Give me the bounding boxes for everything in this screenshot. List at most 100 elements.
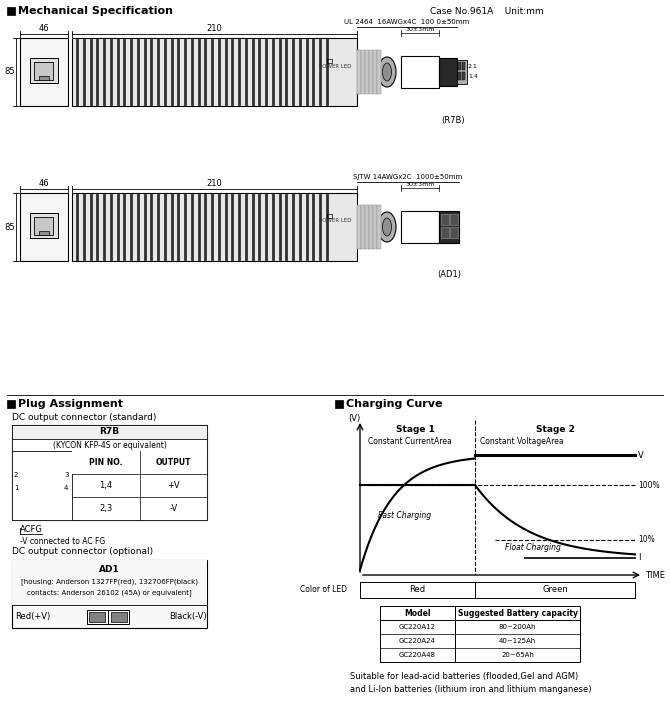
Text: 46: 46 (39, 179, 50, 188)
Bar (373, 50, 377, 94)
Text: Model: Model (404, 608, 431, 618)
Bar (377, 50, 381, 94)
Text: 20~65Ah: 20~65Ah (501, 652, 534, 658)
Text: [housing: Anderson 1327FP(red), 132706FP(black): [housing: Anderson 1327FP(red), 132706FP… (21, 579, 198, 585)
Bar (327, 59, 332, 63)
Text: and Li-Ion batteries (lithium iron and lithium manganese): and Li-Ion batteries (lithium iron and l… (350, 685, 592, 694)
Text: 80~200Ah: 80~200Ah (498, 624, 536, 630)
Text: Case No.961A    Unit:mm: Case No.961A Unit:mm (430, 6, 543, 16)
Text: Suitable for lead-acid batteries (flooded,Gel and AGM): Suitable for lead-acid batteries (floode… (350, 672, 578, 681)
Ellipse shape (41, 66, 47, 70)
Text: GC220A12: GC220A12 (399, 624, 436, 630)
Text: 1.4: 1.4 (468, 74, 478, 79)
Text: contacts: Anderson 26102 (45A) or equivalent]: contacts: Anderson 26102 (45A) or equiva… (27, 589, 192, 596)
Bar (72, 451, 207, 520)
Bar (72, 38, 357, 106)
Text: Color of LED: Color of LED (300, 586, 347, 594)
Text: 2.1: 2.1 (468, 63, 478, 68)
Text: (R7B): (R7B) (441, 116, 465, 124)
Text: 1,4: 1,4 (99, 481, 113, 490)
Bar (87, 610, 129, 624)
Bar (12, 451, 72, 520)
Bar (450, 214, 458, 225)
Bar (335, 400, 343, 408)
Text: 210: 210 (206, 179, 222, 188)
Circle shape (44, 471, 52, 479)
Text: POWER LED: POWER LED (319, 219, 351, 224)
Ellipse shape (41, 221, 47, 225)
Text: Black(-V): Black(-V) (169, 613, 206, 621)
Ellipse shape (378, 212, 396, 242)
Circle shape (28, 467, 56, 495)
Text: (KYCON KFP-4S or equivalent): (KYCON KFP-4S or equivalent) (52, 440, 166, 449)
Bar (361, 50, 364, 94)
Bar (373, 205, 377, 249)
Circle shape (33, 471, 40, 479)
Bar (7, 7, 15, 15)
Text: UL 2464  16AWGx4C  100 0±50mm: UL 2464 16AWGx4C 100 0±50mm (344, 19, 470, 25)
Text: Red: Red (409, 586, 425, 594)
Bar (457, 60, 467, 84)
Text: 10%: 10% (638, 535, 655, 545)
Bar (458, 72, 461, 80)
Bar (377, 205, 381, 249)
Text: I: I (638, 554, 641, 562)
Text: -V connected to AC FG: -V connected to AC FG (20, 537, 105, 547)
Text: OUTPUT: OUTPUT (155, 458, 191, 467)
Text: 210: 210 (206, 24, 222, 33)
Text: DC output connector (standard): DC output connector (standard) (12, 413, 156, 422)
Bar (439, 211, 459, 243)
Circle shape (44, 484, 52, 491)
Bar (12, 439, 207, 451)
Text: 100%: 100% (638, 481, 660, 489)
Text: Constant CurrentArea: Constant CurrentArea (368, 437, 452, 447)
Text: ACFG: ACFG (20, 525, 43, 535)
Text: -V: -V (169, 504, 178, 513)
Text: R7B: R7B (99, 427, 119, 437)
Bar (365, 205, 369, 249)
Ellipse shape (383, 63, 391, 81)
Text: 3: 3 (64, 472, 68, 478)
Text: DC output connector (optional): DC output connector (optional) (12, 547, 153, 557)
Bar (439, 58, 457, 86)
Bar (361, 205, 364, 249)
Bar (111, 612, 127, 622)
Text: Constant VoltageArea: Constant VoltageArea (480, 437, 563, 447)
Text: Float Charging: Float Charging (505, 543, 561, 552)
Text: 4: 4 (64, 485, 68, 491)
Text: 30±3mm: 30±3mm (405, 27, 435, 32)
Text: 85: 85 (5, 222, 15, 231)
Bar (12, 425, 207, 520)
Bar (34, 217, 53, 235)
Bar (369, 50, 373, 94)
Text: Stage 1: Stage 1 (395, 425, 434, 435)
Circle shape (33, 484, 40, 491)
Ellipse shape (383, 218, 391, 236)
Bar (357, 50, 360, 94)
Text: Mechanical Specification: Mechanical Specification (18, 6, 173, 16)
Bar (34, 62, 53, 80)
Bar (20, 38, 68, 106)
Text: Red(+V): Red(+V) (15, 613, 50, 621)
Bar (20, 193, 68, 261)
Text: (AD1): (AD1) (437, 271, 461, 280)
Bar (450, 227, 458, 238)
Text: 30±3mm: 30±3mm (405, 182, 435, 187)
Bar (380, 606, 580, 662)
Text: 2,3: 2,3 (99, 504, 113, 513)
Bar (327, 214, 332, 218)
Bar (89, 612, 105, 622)
Bar (360, 582, 635, 598)
Text: PIN NO.: PIN NO. (89, 458, 123, 467)
Bar (39, 231, 49, 235)
Text: AD1: AD1 (99, 564, 120, 574)
Text: Fast Charging: Fast Charging (378, 510, 431, 520)
Text: GC220A48: GC220A48 (399, 652, 436, 658)
Text: Plug Assignment: Plug Assignment (18, 399, 123, 409)
Bar (30, 213, 58, 238)
Text: POWER LED: POWER LED (319, 63, 351, 68)
Bar (458, 62, 461, 70)
Bar (462, 62, 465, 70)
Bar (7, 400, 15, 408)
Text: Suggested Battery capacity: Suggested Battery capacity (458, 608, 578, 618)
